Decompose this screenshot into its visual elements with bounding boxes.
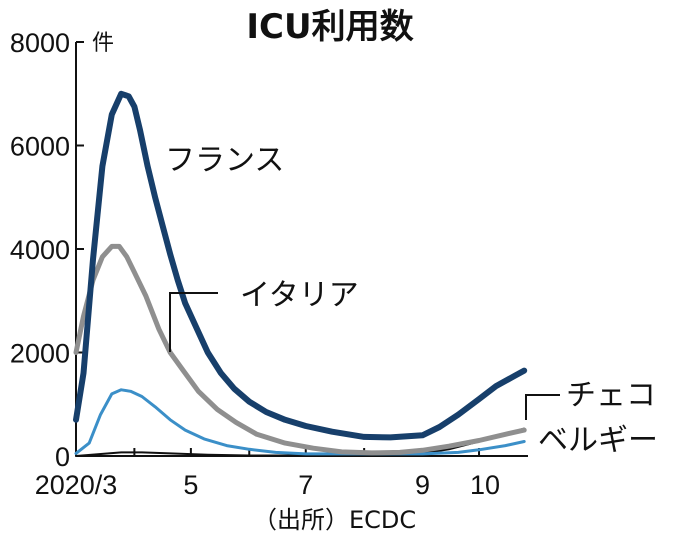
x-tick-label: 9	[415, 470, 430, 500]
y-axis-unit: 件	[92, 31, 114, 56]
y-tick-label: 2000	[10, 339, 70, 369]
label-belgium: ベルギー	[538, 423, 658, 458]
y-ticks: 8000 6000 4000 2000 0	[10, 28, 84, 472]
leader-czech	[525, 394, 560, 420]
y-tick-label: 0	[55, 442, 70, 472]
leader-italy	[169, 292, 218, 352]
series-line-1	[73, 243, 527, 456]
x-tick-label: 10	[470, 470, 500, 500]
series-line-0	[73, 90, 528, 441]
x-tick-label: 5	[183, 470, 198, 500]
label-france: フランス	[165, 143, 284, 178]
chart-title: ICU利用数	[246, 7, 413, 47]
label-italy: イタリア	[240, 278, 359, 313]
series-line-2	[74, 388, 526, 456]
label-czech: チェコ	[566, 378, 656, 413]
y-tick-label: 6000	[10, 132, 70, 162]
y-tick-label: 8000	[10, 28, 70, 58]
series-lines	[73, 90, 528, 457]
source-note: （出所）ECDC	[253, 506, 416, 534]
x-tick-label: 2020/3	[35, 470, 118, 500]
y-tick-label: 4000	[10, 235, 70, 265]
x-tick-label: 7	[298, 470, 313, 500]
